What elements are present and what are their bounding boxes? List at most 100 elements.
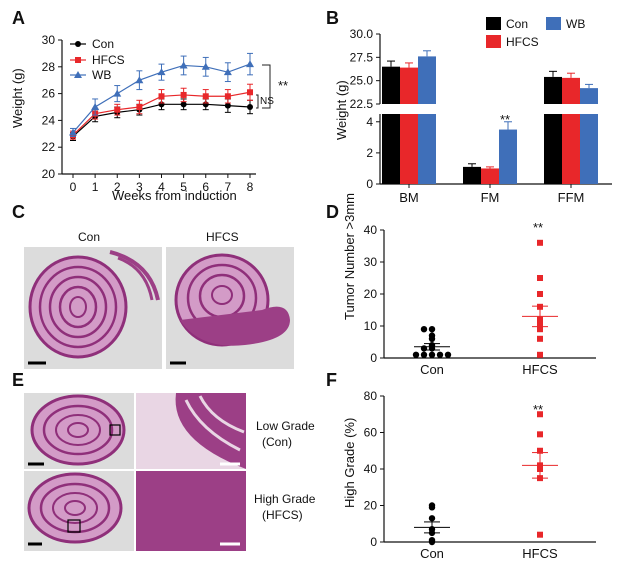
panel-a-point-con [247,104,253,110]
legend-con-marker [75,41,81,47]
panel-b-xtick-label: FFM [558,190,585,205]
panel-a-point-hfcs [114,106,121,113]
panel-b-bar-hfcs-fm [481,168,499,184]
panel-b-bar-upper-wb-bm [418,56,436,104]
legend-hfcs-marker [75,57,81,63]
panel-d-sig-label: ** [533,220,543,235]
panel-d-point-hfcs [537,351,543,358]
panel-b-bar-upper-con-ffm [544,76,562,104]
panel-e-histology: Low Grade (Con) High Grade (HFCS) [24,393,316,551]
panel-b-xtick-label: BM [399,190,419,205]
panel-label-b: B [326,8,339,28]
panel-a-ns-bracket [256,94,259,109]
panel-a-point-con [180,101,187,108]
panel-f-ylabel: High Grade (%) [342,418,357,508]
panel-a-point-wb [201,62,210,70]
panel-a-xlabel: Weeks from induction [112,188,237,203]
panel-a-xtick-label: 3 [136,180,143,194]
panel-f-xtick-label: Con [420,546,444,561]
panel-a-xtick-label: 0 [70,180,77,194]
panel-d-xtick-label: HFCS [522,362,558,377]
panel-d-point-con [444,351,452,358]
panel-f-point-con [428,504,436,511]
panel-a-ytick-label: 26 [42,87,56,101]
panel-b-upper-ytick-label: 27.5 [350,50,374,64]
legend-b-wb-swatch [546,17,561,30]
panel-a-ytick-label: 30 [42,33,56,47]
panel-a-point-con [224,102,231,109]
panel-c-histology: Con HFCS [24,230,294,369]
panel-d-point-hfcs [537,326,543,333]
panel-d-point-con [428,335,436,342]
panel-b-bar-lower-con-bm [382,114,400,184]
panel-d-ytick-label: 10 [364,319,378,333]
panel-d-ytick-label: 30 [364,255,378,269]
panel-f-ytick-label: 0 [370,535,377,549]
panel-label-e: E [12,370,24,390]
panel-d-ytick-label: 40 [364,223,378,237]
legend-b-con-label: Con [506,17,528,31]
panel-b-upper-ytick-label: 25.0 [350,74,374,88]
panel-b-bar-upper-hfcs-bm [400,67,418,104]
panel-a-xtick-label: 1 [92,180,99,194]
panel-b-lower-ytick-label: 0 [366,177,373,191]
panel-e-low-grade-sub: (Con) [262,435,292,449]
panel-f-point-con [428,515,436,522]
panel-a-point-wb [135,76,144,84]
panel-b-upper-ytick-label: 22.5 [350,97,374,111]
panel-a-ytick-label: 22 [42,140,56,154]
panel-b-bar-lower-con-ffm [544,114,562,184]
panel-a-point-wb [179,61,188,69]
legend-b-hfcs-label: HFCS [506,35,539,49]
panel-e-high-roll [27,472,123,544]
panel-a-ytick-label: 28 [42,60,56,74]
panel-b-bar-lower-wb-ffm [580,114,598,184]
panel-a-xtick-label: 8 [247,180,254,194]
panel-a-point-wb [91,103,100,110]
legend-hfcs-label: HFCS [92,53,125,67]
panel-b-xtick-label: FM [481,190,500,205]
panel-b-bar-lower-hfcs-bm [400,114,418,184]
panel-b-upper-ytick-label: 30.0 [350,27,374,41]
panel-b-bar-lower-wb-bm [418,114,436,184]
panel-a-point-hfcs [136,104,143,110]
panel-b-bar-upper-hfcs-ffm [562,77,580,104]
panel-d-point-hfcs [537,275,543,281]
panel-label-d: D [326,202,339,222]
panel-d-point-con [436,351,444,358]
panel-e-high-grade-sub: (HFCS) [262,508,303,522]
panel-a-xtick-label: 7 [225,180,232,194]
panel-d-point-hfcs [537,239,543,246]
panel-f-ytick-label: 20 [364,499,378,513]
panel-b-ylabel: Weight (g) [334,80,349,140]
panel-a-xtick-label: 4 [158,180,165,194]
panel-e-low-roll [30,394,126,466]
panel-d-xtick-label: Con [420,362,444,377]
panel-b-bar-con-fm [463,166,481,184]
panel-f-sig-label: ** [533,402,543,417]
panel-f-ytick-label: 60 [364,426,378,440]
panel-d-point-con [420,345,428,352]
panel-d-point-hfcs [537,335,543,342]
panel-e-low-zoom-tissue [175,393,246,469]
panel-c-con-swiss-roll [28,250,160,359]
panel-b-lower-ytick-label: 4 [366,115,373,129]
panel-a-point-wb [223,68,232,76]
panel-c-hfcs-caption: HFCS [206,230,239,244]
panel-a-point-hfcs [224,93,231,100]
panel-a-ytick-label: 20 [42,167,56,181]
panel-label-f: F [326,370,337,390]
panel-b-bar-lower-hfcs-ffm [562,114,580,184]
panel-a-point-wb [69,128,77,136]
panel-e-high-grade-label: High Grade [254,492,316,506]
panel-d-ylabel: Tumor Number >3mm [342,193,357,320]
panel-d-point-con [428,351,436,358]
panel-a-line-chart: 20 22 24 26 28 30 0 1 2 3 4 5 6 7 8 Weeks from induct… [10,33,288,203]
panel-f-point-hfcs [537,431,543,438]
panel-d-ytick-label: 0 [370,351,377,365]
panel-a-point-wb [246,60,254,68]
panel-f-ytick-label: 80 [364,389,378,403]
panel-d-point-con [420,351,428,358]
panel-a-sig-label: ** [278,78,288,93]
